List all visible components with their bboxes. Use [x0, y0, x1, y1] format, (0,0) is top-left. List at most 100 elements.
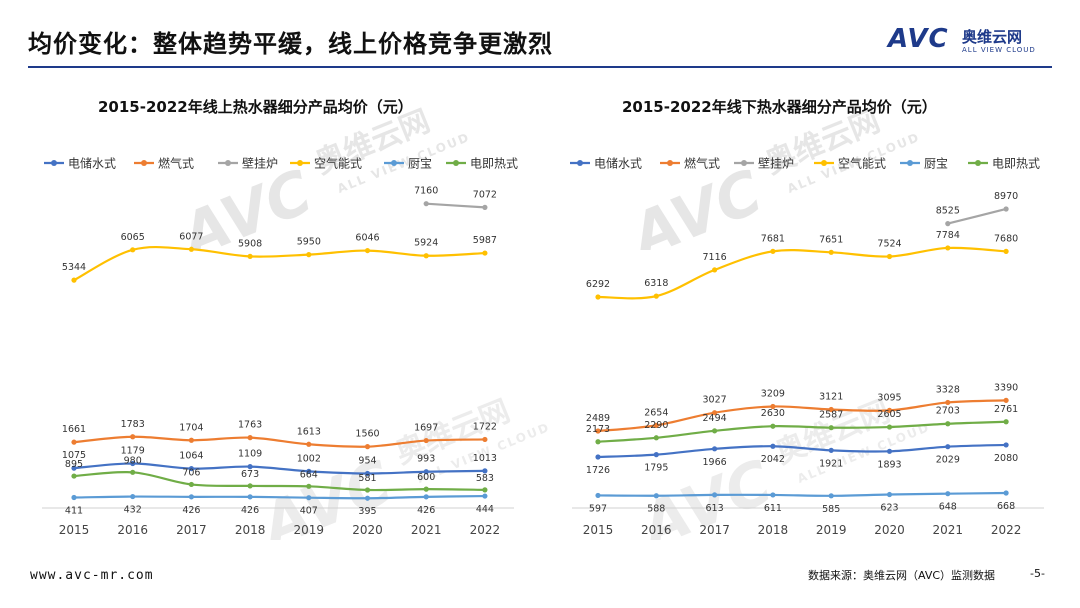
data-point [188, 481, 194, 488]
footer-url[interactable]: www.avc-mr.com [30, 568, 154, 583]
data-label: 1560 [355, 429, 379, 440]
data-point [886, 424, 893, 430]
data-label: 664 [300, 469, 318, 480]
data-label: 8525 [936, 206, 960, 217]
data-label: 993 [417, 454, 435, 465]
legend-item[interactable]: 燃气式 [134, 156, 194, 171]
data-label: 426 [417, 505, 435, 516]
legend-item[interactable]: 空气能式 [814, 156, 886, 171]
data-point [423, 253, 429, 259]
data-label: 1697 [414, 423, 438, 434]
legend-item[interactable]: 壁挂炉 [218, 156, 278, 171]
series-line [73, 494, 485, 500]
x-tick-label: 2021 [411, 523, 442, 537]
x-tick-label: 2020 [874, 523, 905, 537]
x-tick-label: 2019 [816, 523, 847, 537]
data-point [247, 435, 253, 441]
legend-marker [975, 160, 981, 166]
data-label: 5344 [62, 262, 86, 273]
series-line [947, 207, 1007, 225]
legend-item[interactable]: 厨宝 [384, 157, 432, 171]
data-label: 6318 [644, 278, 668, 289]
data-label: 6292 [586, 279, 610, 290]
data-label: 3095 [877, 392, 901, 403]
data-point [247, 494, 253, 500]
legend-label: 壁挂炉 [242, 156, 278, 171]
legend-item[interactable]: 厨宝 [900, 157, 948, 171]
data-label: 1722 [473, 421, 497, 432]
header: 均价变化：整体趋势平缓，线上价格竞争更激烈 AVC 奥维云网 ALL VIEW … [0, 0, 1080, 68]
legend-marker [225, 160, 231, 166]
page-number: -5- [1030, 567, 1045, 580]
data-label: 5950 [297, 237, 321, 248]
data-label: 7160 [414, 186, 438, 197]
x-tick-label: 2022 [991, 523, 1022, 537]
data-label: 1763 [238, 420, 262, 431]
data-label: 673 [241, 469, 259, 480]
series-line [426, 202, 485, 209]
data-point [188, 246, 194, 252]
data-point [770, 248, 776, 254]
x-tick-label: 2015 [583, 523, 614, 537]
legend-item[interactable]: 电即热式 [446, 157, 518, 171]
data-point [130, 247, 136, 253]
data-point [1003, 248, 1009, 254]
data-point [482, 204, 488, 210]
legend-item[interactable]: 电储水式 [44, 156, 116, 171]
legend-item[interactable]: 燃气式 [660, 156, 720, 171]
data-label: 597 [589, 503, 607, 514]
series-电即热式: 895 980 706 673 664 581 600 583 [65, 455, 494, 493]
data-point [364, 487, 371, 493]
data-label: 426 [182, 505, 200, 516]
logo-brand-text: AVC [888, 24, 949, 54]
chart-title-offline: 2015-2022年线下热水器细分产品均价（元） [622, 98, 937, 116]
legend-marker [907, 160, 913, 166]
data-label: 2587 [819, 410, 843, 421]
legend-marker [821, 160, 827, 166]
data-point [423, 486, 429, 492]
data-point [130, 493, 136, 500]
data-point [945, 399, 951, 406]
data-point [770, 443, 776, 449]
data-point [712, 410, 718, 416]
legend-marker [741, 160, 747, 166]
data-label: 7681 [761, 233, 785, 244]
data-point [712, 428, 718, 434]
series-line [597, 399, 1007, 433]
legend-item[interactable]: 壁挂炉 [734, 156, 794, 171]
data-point [712, 446, 718, 452]
series-line [73, 435, 485, 448]
data-point [653, 435, 659, 441]
data-point [945, 221, 951, 227]
series-line [73, 245, 485, 282]
data-point [188, 437, 194, 443]
data-point [770, 492, 776, 498]
data-label: 1726 [586, 465, 610, 476]
x-tick-label: 2021 [933, 523, 964, 537]
data-point [423, 494, 429, 500]
data-point [482, 250, 488, 256]
legend-item[interactable]: 电即热式 [968, 157, 1040, 171]
data-label: 2290 [644, 420, 668, 431]
legend-marker [667, 160, 673, 166]
data-label: 3027 [703, 395, 727, 406]
legend-label: 电即热式 [992, 157, 1040, 171]
data-point [71, 277, 77, 283]
data-point [364, 495, 371, 501]
series-壁挂炉: 7160 7072 [414, 186, 497, 210]
data-point [945, 444, 951, 450]
series-电储水式: 1726 1795 1966 2042 1921 1893 2029 2080 [586, 442, 1018, 476]
offline-price-chart: 电储水式 燃气式 壁挂炉 空气能式 厨宝 电即热式 2015 2016 2017 2018 2019… [570, 156, 1044, 537]
data-label: 623 [880, 503, 898, 514]
data-label: 7680 [994, 233, 1018, 244]
data-label: 583 [476, 473, 494, 484]
data-label: 426 [241, 505, 259, 516]
data-label: 7524 [877, 238, 901, 249]
data-point [1003, 442, 1009, 448]
data-point [595, 439, 601, 445]
data-label: 444 [476, 504, 494, 515]
legend-item[interactable]: 电储水式 [570, 156, 642, 171]
series-燃气式: 2489 2654 3027 3209 3121 3095 3328 3390 [586, 382, 1018, 434]
legend-item[interactable]: 空气能式 [290, 156, 362, 171]
series-电即热式: 2173 2290 2494 2630 2587 2605 2703 2761 [586, 404, 1018, 445]
